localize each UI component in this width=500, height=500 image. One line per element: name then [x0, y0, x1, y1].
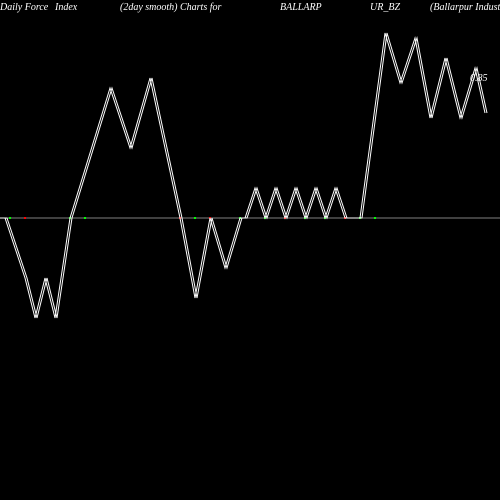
- chart-header: Daily Force Index (2day smooth) Charts f…: [0, 2, 500, 18]
- header-label-5: UR_BZ: [370, 2, 400, 13]
- header-label-6: (Ballarpur Industries: [430, 2, 500, 13]
- header-label-3: (2day smooth) Charts for: [120, 2, 221, 13]
- value-annotation: 0.85: [470, 73, 488, 84]
- chart-svg: [0, 18, 500, 498]
- header-label-1: Daily Force: [0, 2, 48, 13]
- header-label-4: BALLARP: [280, 2, 322, 13]
- force-index-chart: 0.85: [0, 18, 500, 498]
- header-label-2: Index: [55, 2, 77, 13]
